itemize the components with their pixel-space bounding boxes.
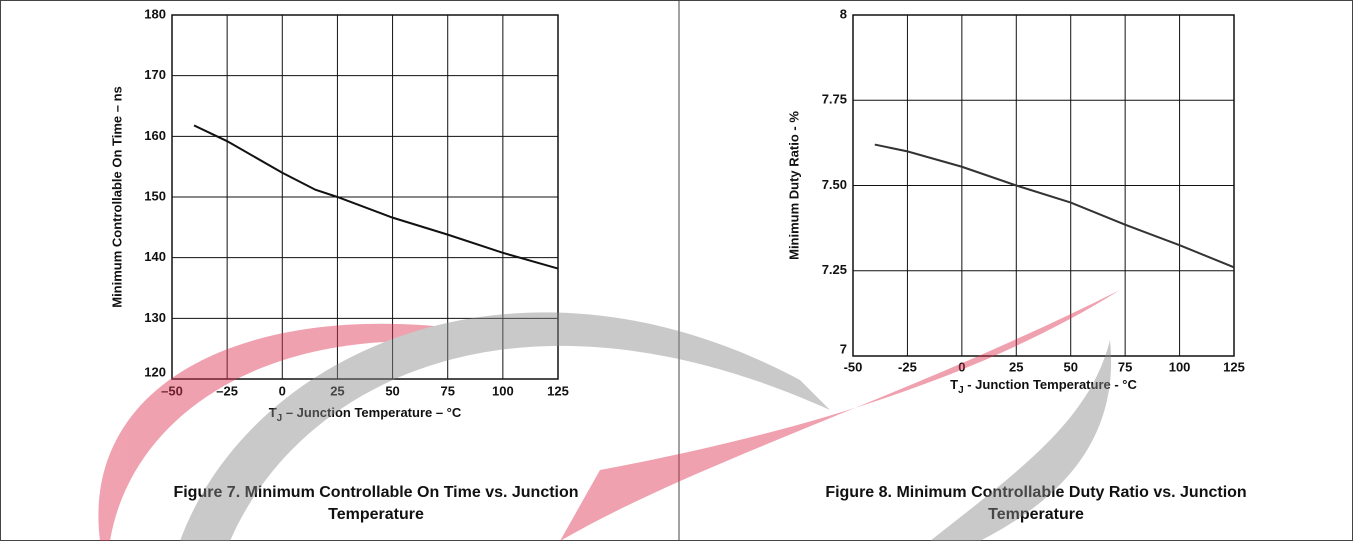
x-tick-label: 0 xyxy=(958,359,965,374)
x-tick-label: 25 xyxy=(330,383,344,398)
x-axis-label-part: J xyxy=(958,385,964,396)
figure-caption: Figure 8. Minimum Controllable Duty Rati… xyxy=(825,484,1247,523)
x-tick-label: -50 xyxy=(844,359,863,374)
x-axis-label-part: - Junction Temperature - °C xyxy=(964,377,1138,392)
caption-box: Figure 7. Minimum Controllable On Time v… xyxy=(173,484,579,523)
x-tick-label: 100 xyxy=(492,383,514,398)
x-tick-label: 25 xyxy=(1009,359,1023,374)
x-tick-label: 75 xyxy=(440,383,454,398)
x-axis-label-part: J xyxy=(277,413,283,424)
x-tick-label: 50 xyxy=(385,383,399,398)
y-tick-label: 140 xyxy=(144,249,166,264)
y-tick-label: 7.25 xyxy=(822,262,847,277)
y-axis-label: Minimum Controllable On Time – ns xyxy=(109,86,124,308)
x-tick-label: -25 xyxy=(898,359,917,374)
x-tick-label: –25 xyxy=(216,383,238,398)
data-line xyxy=(874,143,1235,269)
y-tick-label: 180 xyxy=(144,6,166,21)
x-axis-label-part: – Junction Temperature – °C xyxy=(282,405,462,420)
chart: -50 -25 0 25 50 75 100 125 7 7.25 7.50 7.75 8 TJ - Ju… xyxy=(786,6,1247,523)
y-tick-label: 160 xyxy=(144,128,166,143)
watermark xyxy=(98,290,1120,541)
caption-box: Figure 8. Minimum Controllable Duty Rati… xyxy=(825,484,1247,523)
x-tick-label: 75 xyxy=(1118,359,1132,374)
y-tick-label: 7.50 xyxy=(822,177,847,192)
charts: –50 –25 0 25 50 75 100 125 120 130 140 150 160 170 180… xyxy=(109,6,1247,523)
x-tick-label: –50 xyxy=(161,383,183,398)
y-axis-label: Minimum Duty Ratio - % xyxy=(786,111,801,260)
x-axis-label: TJ – Junction Temperature – °C xyxy=(269,405,462,423)
watermark-arc xyxy=(98,323,480,541)
data-line xyxy=(193,124,559,270)
chart: –50 –25 0 25 50 75 100 125 120 130 140 150 160 170 180… xyxy=(109,6,579,523)
x-tick-label: 50 xyxy=(1063,359,1077,374)
y-tick-label: 120 xyxy=(144,364,166,379)
y-tick-label: 8 xyxy=(840,6,847,21)
figure-caption: Figure 7. Minimum Controllable On Time v… xyxy=(173,484,579,523)
watermark-swoosh xyxy=(930,340,1112,541)
y-tick-label: 7 xyxy=(840,341,847,356)
x-tick-label: 100 xyxy=(1169,359,1191,374)
x-axis-label-part: T xyxy=(950,377,958,392)
x-axis-label: TJ - Junction Temperature - °C xyxy=(950,377,1137,395)
x-tick-label: 0 xyxy=(279,383,286,398)
watermark-arc xyxy=(180,312,830,541)
x-tick-label: 125 xyxy=(1223,359,1245,374)
x-axis-label-part: T xyxy=(269,405,277,420)
y-tick-label: 170 xyxy=(144,67,166,82)
x-tick-label: 125 xyxy=(547,383,569,398)
y-tick-label: 7.75 xyxy=(822,92,847,107)
y-tick-label: 130 xyxy=(144,310,166,325)
y-tick-label: 150 xyxy=(144,188,166,203)
